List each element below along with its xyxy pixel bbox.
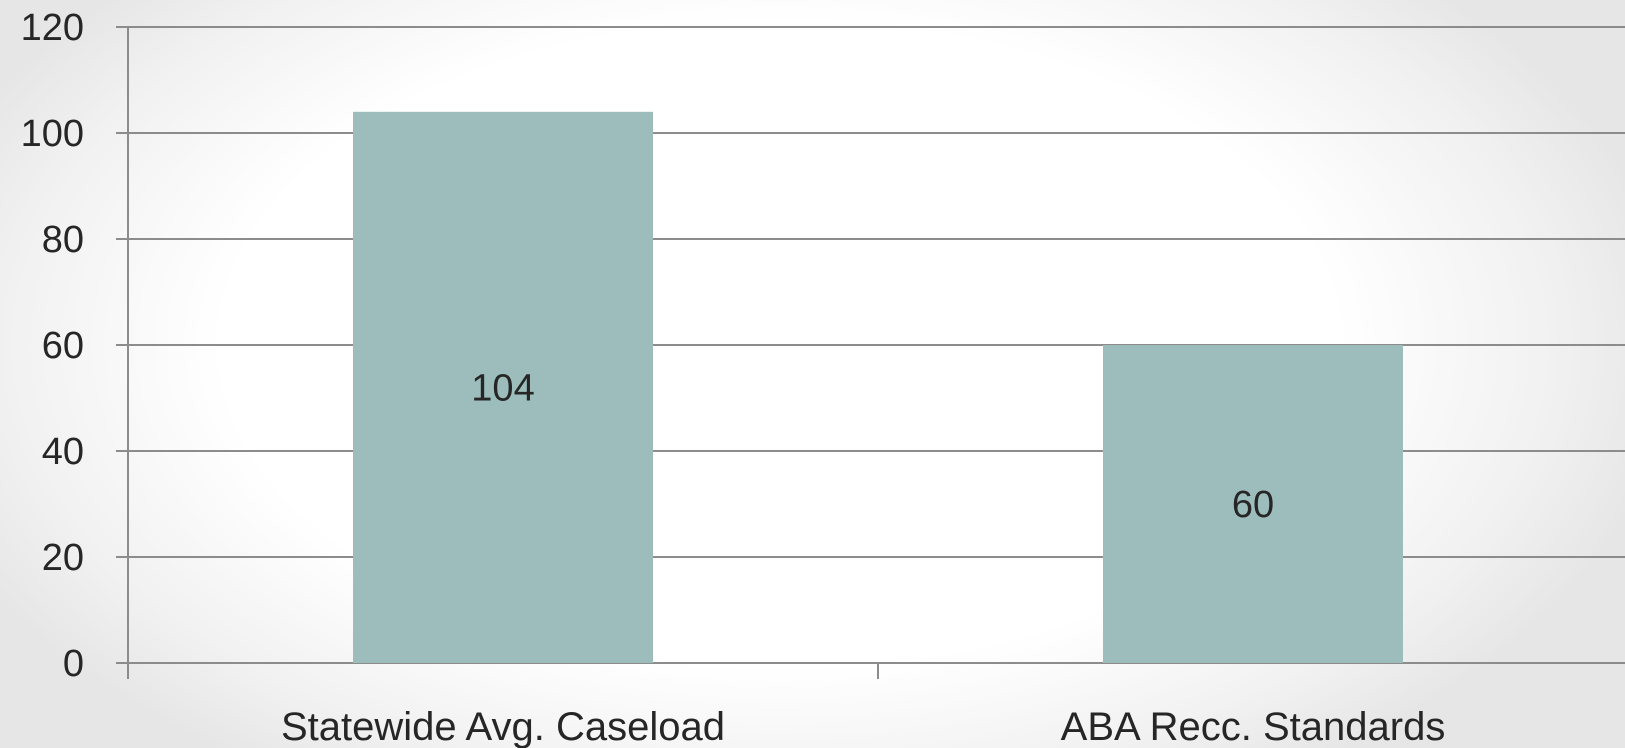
axes (116, 26, 879, 679)
x-category-label: Statewide Avg. Caseload (281, 705, 725, 748)
bar-1 (1103, 345, 1403, 663)
y-tick-label: 120 (21, 7, 84, 49)
y-tick-label: 20 (42, 537, 84, 579)
y-tick-label: 0 (63, 643, 84, 685)
x-category-label: ABA Recc. Standards (1061, 705, 1446, 748)
bar-value-label: 104 (471, 367, 534, 409)
y-tick-label: 60 (42, 325, 84, 367)
bar-value-label: 60 (1232, 484, 1274, 526)
y-tick-label: 100 (21, 113, 84, 155)
y-tick-label: 80 (42, 219, 84, 261)
labels: 0 20 40 60 80 100 120 104 Statewide Avg. Caseloa… (21, 7, 1446, 748)
bars (353, 111, 1403, 664)
y-tick-label: 40 (42, 431, 84, 473)
bar-0 (353, 111, 653, 664)
